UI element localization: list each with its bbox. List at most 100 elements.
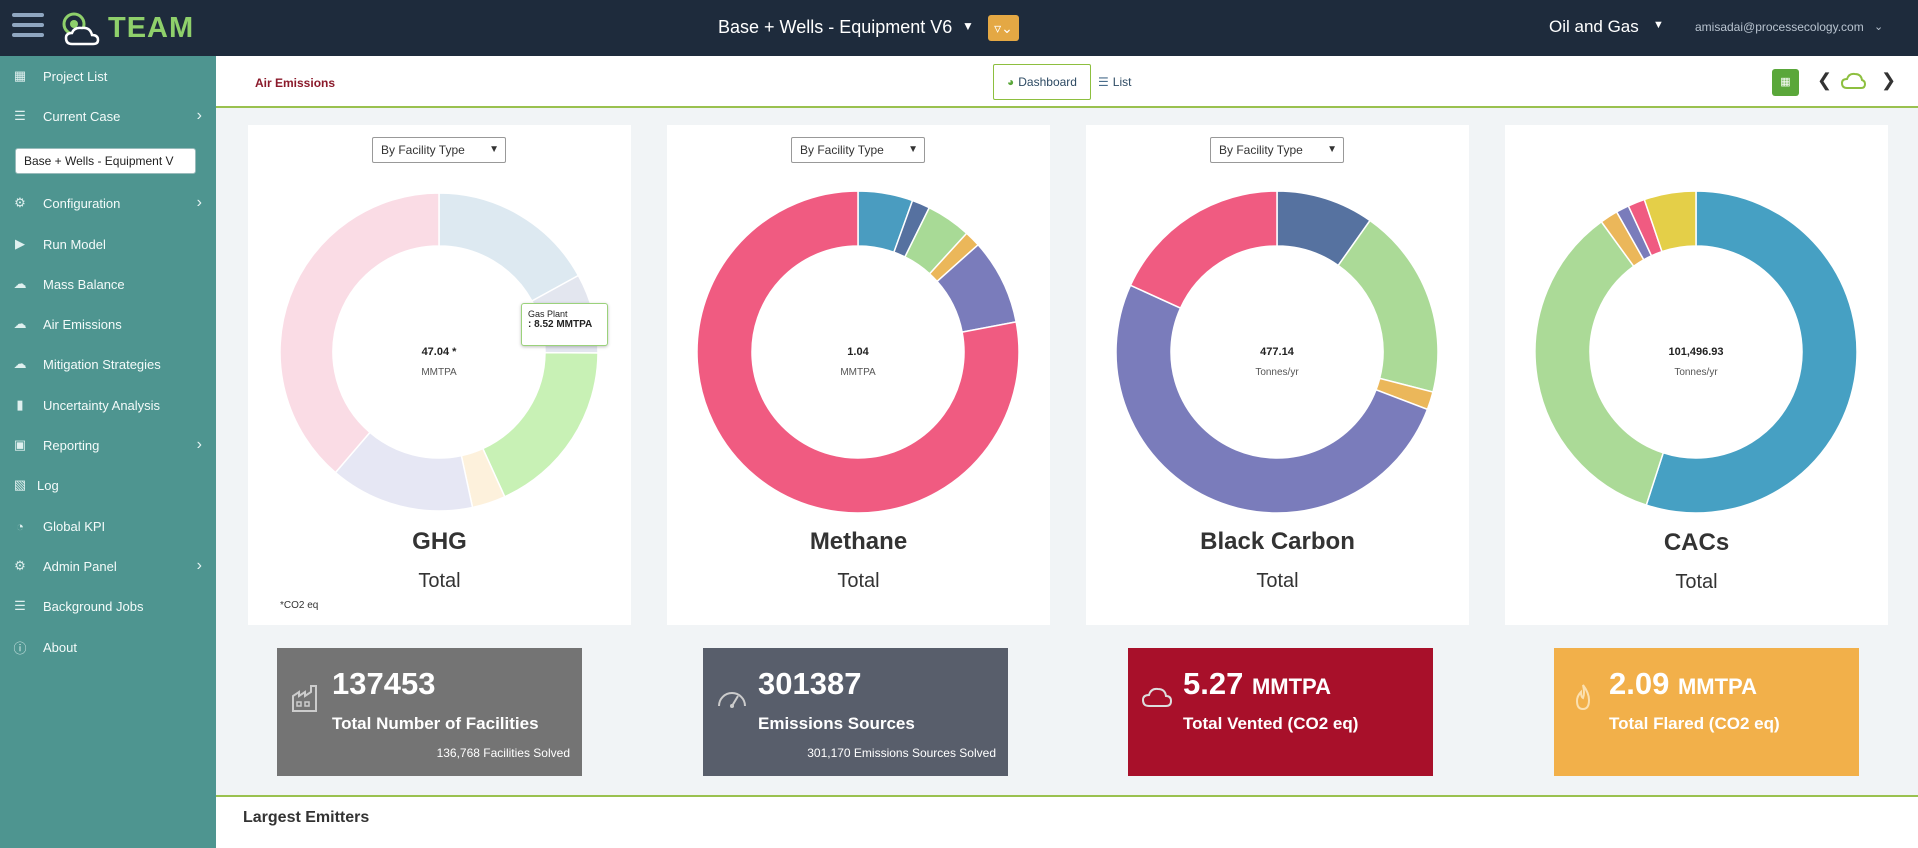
- pie-slice[interactable]: [1643, 190, 1697, 253]
- sidebar-item-background-jobs[interactable]: ☰ Background Jobs: [0, 588, 216, 624]
- sidebar-item-run-model[interactable]: ▶ Run Model: [0, 226, 216, 262]
- total-vented-tile[interactable]: 5.27 MMTPA Total Vented (CO2 eq): [1128, 648, 1433, 776]
- tile-unit: MMTPA: [1251, 674, 1331, 699]
- cacs-card-subtitle: Total: [1675, 571, 1718, 593]
- case-chevron-down-icon[interactable]: ▼: [962, 19, 974, 33]
- hamburger-menu-icon[interactable]: [12, 13, 44, 39]
- tile-unit: MMTPA: [1677, 674, 1757, 699]
- sidebar-item-log[interactable]: ▧ Log: [0, 467, 216, 503]
- sidebar-item-current-case[interactable]: ☰ Current Case ›: [0, 98, 216, 134]
- facility-type-dropdown[interactable]: By Facility Type ▼: [1210, 137, 1344, 163]
- black-carbon-total-unit: Tonnes/yr: [1255, 367, 1299, 378]
- chevron-right-icon: ›: [196, 557, 202, 574]
- sidebar-item-label: Mitigation Strategies: [43, 356, 161, 372]
- cacs-donut-chart: [1534, 190, 1858, 514]
- sidebar: ▦ Project List ☰ Current Case › Base + W…: [0, 56, 216, 848]
- pie-slice[interactable]: [1115, 284, 1429, 514]
- sidebar-item-label: Background Jobs: [43, 598, 144, 614]
- methane-total-value: 1.04: [847, 346, 869, 358]
- chevron-down-icon: ▼: [1327, 144, 1337, 155]
- cloud-icon: ☁: [13, 356, 27, 371]
- sidebar-item-about[interactable]: ⓘ About: [0, 629, 216, 665]
- gauge-icon: ◔: [16, 518, 24, 534]
- facility-type-dropdown[interactable]: By Facility Type ▼: [791, 137, 925, 163]
- sidebar-item-label: Run Model: [43, 236, 106, 252]
- ghg-card-title: GHG: [412, 528, 467, 555]
- excel-export-button[interactable]: ▦: [1772, 69, 1799, 96]
- ghg-card-subtitle: Total: [418, 570, 461, 592]
- sidebar-item-air-emissions[interactable]: ☁ Air Emissions: [0, 306, 216, 342]
- sidebar-item-mass-balance[interactable]: ☁ Mass Balance: [0, 266, 216, 302]
- tab-label: List: [1112, 75, 1132, 89]
- industry-chevron-down-icon[interactable]: ▼: [1653, 19, 1664, 31]
- tasks-icon: ☰: [14, 598, 26, 613]
- black-carbon-donut-chart: [1115, 190, 1439, 514]
- sidebar-item-mitigation-strategies[interactable]: ☁ Mitigation Strategies: [0, 346, 216, 382]
- tile-label: Total Number of Facilities: [332, 714, 539, 733]
- tab-dashboard[interactable]: ◕ Dashboard: [993, 64, 1091, 100]
- list-icon: ☰: [1098, 75, 1109, 89]
- sidebar-item-label: Uncertainty Analysis: [43, 397, 161, 413]
- case-select[interactable]: Base + Wells - Equipment V: [15, 148, 196, 174]
- chevron-left-icon[interactable]: ❮: [1817, 70, 1833, 90]
- pie-slice[interactable]: [481, 351, 599, 498]
- tab-list[interactable]: ☰ List: [1098, 64, 1158, 100]
- industry-selector[interactable]: Oil and Gas: [1549, 17, 1639, 36]
- pie-slice[interactable]: [1129, 190, 1278, 310]
- pie-slice[interactable]: [1645, 190, 1858, 514]
- tile-label: Total Vented (CO2 eq): [1183, 714, 1359, 733]
- sidebar-item-configuration[interactable]: ⚙ Configuration ›: [0, 185, 216, 221]
- tooltip-label: Gas Plant: [528, 309, 568, 319]
- sidebar-item-label: Reporting: [43, 437, 100, 453]
- list-icon: ☰: [14, 108, 26, 123]
- page-header: Air Emissions ◕ Dashboard ☰ List ▦ ❮ ❯: [216, 56, 1918, 108]
- total-flared-tile[interactable]: 2.09 MMTPA Total Flared (CO2 eq): [1554, 648, 1859, 776]
- app-logo-text: TEAM: [108, 12, 195, 44]
- cloud-icon[interactable]: [1840, 70, 1866, 92]
- cacs-total-value: 101,496.93: [1668, 346, 1724, 358]
- methane-donut-chart: [696, 190, 1020, 514]
- gauge-icon: [718, 692, 746, 708]
- tile-label: Emissions Sources: [758, 714, 915, 733]
- methane-card-title: Methane: [809, 528, 908, 555]
- sidebar-item-reporting[interactable]: ▣ Reporting ›: [0, 427, 216, 463]
- pie-slice[interactable]: [279, 192, 440, 474]
- filter-icon: ▿⌄: [994, 20, 1013, 36]
- chevron-down-icon: ▼: [908, 144, 918, 155]
- case-title[interactable]: Base + Wells - Equipment V6: [718, 17, 953, 37]
- cacs-card: 101,496.93 Tonnes/yr CACs Total: [1505, 125, 1888, 625]
- chart-tooltip: Gas Plant : 8.52 MMTPA: [521, 303, 608, 346]
- pie-slice[interactable]: [696, 190, 1020, 514]
- sidebar-item-global-kpi[interactable]: ◔ Global KPI: [0, 508, 216, 544]
- chart-icon: ▮: [16, 397, 24, 412]
- total-facilities-tile[interactable]: 137453 Total Number of Facilities 136,76…: [277, 648, 582, 776]
- largest-emitters-title: Largest Emitters: [243, 809, 370, 826]
- methane-card: By Facility Type ▼ 1.04 MMTPA Methane Tot…: [667, 125, 1050, 625]
- pie-slice[interactable]: [438, 192, 580, 303]
- pie-slice[interactable]: [1337, 219, 1439, 393]
- sidebar-item-label: Project List: [43, 68, 108, 84]
- emissions-sources-tile[interactable]: 301387 Emissions Sources 301,170 Emissio…: [703, 648, 1008, 776]
- play-icon: ▶: [15, 236, 25, 251]
- grid-icon: ▦: [13, 68, 27, 83]
- filter-button[interactable]: ▿⌄: [988, 15, 1019, 41]
- sidebar-item-project-list[interactable]: ▦ Project List: [0, 58, 216, 94]
- chevron-right-icon: ›: [196, 194, 202, 211]
- info-icon: ⓘ: [13, 640, 27, 656]
- sidebar-item-label: Air Emissions: [43, 316, 122, 332]
- pie-slice[interactable]: [1534, 220, 1665, 507]
- cloud-icon: ☁: [13, 316, 27, 331]
- co2-eq-note: *CO2 eq: [280, 600, 319, 611]
- sidebar-item-admin-panel[interactable]: ⚙ Admin Panel ›: [0, 548, 216, 584]
- pie-chart-icon: ◕: [1007, 75, 1015, 89]
- flame-icon: [1575, 684, 1591, 711]
- factory-icon: [292, 685, 317, 712]
- sidebar-item-label: Current Case: [43, 108, 121, 124]
- methane-card-subtitle: Total: [837, 570, 880, 592]
- sidebar-item-uncertainty-analysis[interactable]: ▮ Uncertainty Analysis: [0, 387, 216, 423]
- chevron-right-icon[interactable]: ❯: [1881, 70, 1897, 90]
- sidebar-item-label: Mass Balance: [43, 276, 125, 292]
- user-chevron-down-icon[interactable]: ⌄: [1874, 21, 1884, 33]
- facility-type-dropdown[interactable]: By Facility Type ▼: [372, 137, 506, 163]
- user-email[interactable]: amisadai@processecology.com: [1695, 20, 1864, 34]
